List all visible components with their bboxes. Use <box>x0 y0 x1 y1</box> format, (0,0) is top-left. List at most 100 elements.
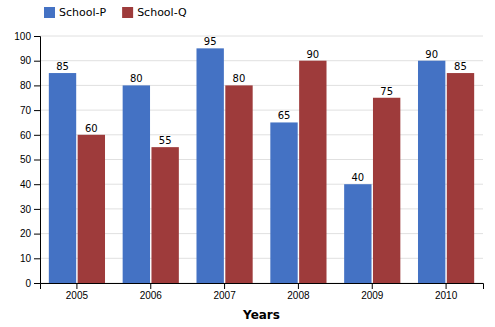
grid-line <box>40 36 483 37</box>
tick-mark <box>34 61 40 62</box>
bar <box>123 85 150 283</box>
bar <box>196 48 223 283</box>
data-label: 85 <box>454 61 467 72</box>
y-tick: 80 <box>20 80 40 91</box>
grid-line <box>40 110 483 111</box>
tick-label: 60 <box>20 130 32 141</box>
x-tick: 2010 <box>435 283 458 301</box>
tick-mark <box>34 258 40 259</box>
legend-label: School-P <box>59 6 106 19</box>
chart-container: 0102030405060708090100200520062007200820… <box>0 0 495 327</box>
grid-line <box>40 60 483 61</box>
y-axis: 0 10 20 30 40 50 60 70 80 90 100 <box>14 31 40 289</box>
legend: School-P School-Q <box>44 6 187 19</box>
x-axis-title: Years <box>242 308 280 322</box>
grid-line <box>40 85 483 86</box>
grid-line <box>40 184 483 185</box>
y-tick: 60 <box>20 130 40 141</box>
y-tick: 100 <box>14 31 40 42</box>
tick-label: 50 <box>20 154 32 165</box>
tick-label: 2009 <box>361 290 384 301</box>
grid-line <box>40 134 483 135</box>
data-label: 40 <box>351 172 364 183</box>
tick-label: 2006 <box>140 290 163 301</box>
bar <box>447 73 474 283</box>
bar <box>418 61 445 283</box>
tick-label: 2008 <box>287 290 310 301</box>
data-label: 85 <box>56 61 69 72</box>
y-tick: 20 <box>20 228 40 239</box>
x-axis: 2005 2006 2007 2008 2009 2010 <box>41 283 484 301</box>
y-tick: 0 <box>25 278 40 289</box>
tick-mark <box>34 160 40 161</box>
bar <box>49 73 76 283</box>
bar <box>344 184 371 283</box>
axis-domain <box>34 37 41 284</box>
data-label: 90 <box>425 49 438 60</box>
tick-mark <box>150 283 151 289</box>
bar <box>225 85 252 283</box>
x-tick: 2009 <box>361 283 384 301</box>
tick-label: 100 <box>14 31 31 42</box>
tick-mark <box>224 283 225 289</box>
plot-area: 0102030405060708090100200520062007200820… <box>14 31 483 322</box>
tick-label: 2010 <box>435 290 458 301</box>
bar <box>270 122 297 283</box>
grid-line <box>40 258 483 259</box>
tick-label: 90 <box>20 55 32 66</box>
tick-mark <box>34 283 40 284</box>
legend-label: School-Q <box>137 6 187 19</box>
axis-domain <box>41 284 484 290</box>
legend-item: School-P <box>44 6 106 19</box>
data-label: 90 <box>306 49 319 60</box>
tick-label: 40 <box>20 179 32 190</box>
tick-mark <box>34 135 40 136</box>
tick-label: 70 <box>20 105 32 116</box>
tick-mark <box>34 209 40 210</box>
y-tick: 50 <box>20 154 40 165</box>
tick-label: 20 <box>20 228 32 239</box>
data-label: 55 <box>159 135 172 146</box>
grid <box>40 36 483 283</box>
tick-label: 80 <box>20 80 32 91</box>
tick-label: 2007 <box>213 290 236 301</box>
data-label: 60 <box>85 123 98 134</box>
tick-label: 10 <box>20 253 32 264</box>
y-tick: 90 <box>20 55 40 66</box>
bars <box>49 48 474 283</box>
y-tick: 70 <box>20 105 40 116</box>
bar <box>299 61 326 283</box>
data-labels: 85 80 95 65 40 90 60 55 80 90 75 85 <box>56 36 467 183</box>
x-tick: 2007 <box>213 283 236 301</box>
legend-item: School-Q <box>122 6 187 19</box>
grid-line <box>40 233 483 234</box>
x-tick: 2005 <box>66 283 89 301</box>
tick-label: 30 <box>20 204 32 215</box>
tick-mark <box>446 283 447 289</box>
bar <box>373 98 400 283</box>
tick-mark <box>76 283 77 289</box>
bar <box>78 135 105 283</box>
grid-line <box>40 159 483 160</box>
tick-label: 0 <box>25 278 31 289</box>
legend-swatch <box>122 7 133 18</box>
tick-mark <box>372 283 373 289</box>
bar <box>151 147 178 283</box>
tick-mark <box>298 283 299 289</box>
data-label: 65 <box>278 110 291 121</box>
data-label: 95 <box>204 36 217 47</box>
y-tick: 30 <box>20 204 40 215</box>
data-label: 75 <box>380 86 393 97</box>
x-tick: 2006 <box>140 283 163 301</box>
chart-svg: 0102030405060708090100200520062007200820… <box>0 0 495 327</box>
data-label: 80 <box>130 73 143 84</box>
tick-mark <box>34 36 40 37</box>
tick-mark <box>34 85 40 86</box>
tick-mark <box>34 234 40 235</box>
y-tick: 10 <box>20 253 40 264</box>
data-label: 80 <box>233 73 246 84</box>
x-tick: 2008 <box>287 283 310 301</box>
tick-label: 2005 <box>66 290 89 301</box>
y-tick: 40 <box>20 179 40 190</box>
legend-swatch <box>44 7 55 18</box>
